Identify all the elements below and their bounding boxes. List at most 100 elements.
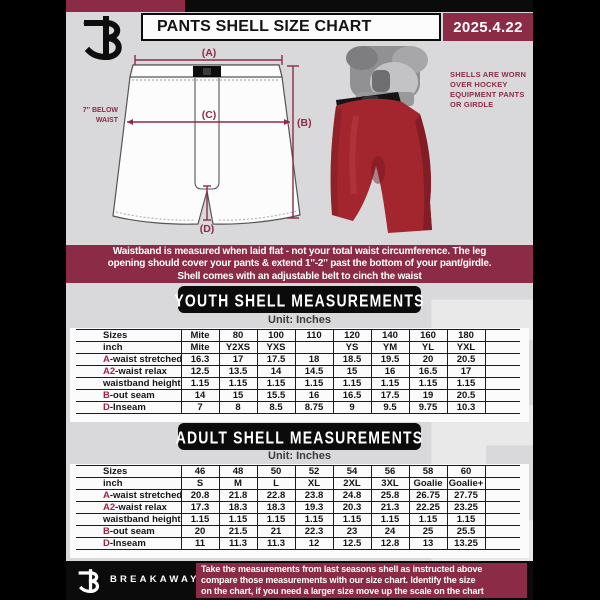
table-row: A2-waist relax 12.5 13.5 14 14.5 15 16 16.5 17 <box>76 365 520 378</box>
table-cell: 27.75 <box>446 489 486 502</box>
table-cell: 120 <box>332 329 371 342</box>
table-row: A-waist stretched 20.8 21.8 22.8 23.8 24.8 25.… <box>76 489 520 502</box>
table-cell: 20 <box>180 525 219 538</box>
table-cell: 23.8 <box>294 489 333 502</box>
table-cell: 1.15 <box>294 377 333 390</box>
table-cell: 1.15 <box>294 513 333 526</box>
table-cell: YS <box>332 341 371 354</box>
breakaway-logo-icon <box>83 16 122 60</box>
table-cell: 2XL <box>332 477 371 490</box>
table-cell: 16.5 <box>408 365 447 378</box>
table-cell: 1.15 <box>370 377 409 390</box>
table-cell: 160 <box>408 329 447 342</box>
row-label: Sizes <box>103 330 128 341</box>
size-chart-document: B PANTS SHELL SIZE CHART 2025.4.22 <box>66 0 533 600</box>
table-cell: 18.3 <box>218 501 257 514</box>
table-cell: 18.3 <box>256 501 295 514</box>
table-cell: 25.8 <box>370 489 409 502</box>
table-cell: 25.5 <box>446 525 486 538</box>
table-cell: 16.3 <box>180 353 219 366</box>
shorts-outline <box>112 64 301 225</box>
table-cell: 12 <box>294 537 333 550</box>
table-cell: XL <box>294 477 333 490</box>
table-cell: 12.8 <box>370 537 409 550</box>
table-cell: 20.5 <box>446 353 486 366</box>
table-cell: 15.5 <box>256 389 295 402</box>
date-badge: 2025.4.22 <box>443 13 533 41</box>
text-line: Shell comes with an adjustable belt to c… <box>177 270 422 282</box>
table-cell: Goalie <box>408 477 447 490</box>
table-cell: 1.15 <box>256 513 295 526</box>
row-label: inch <box>103 478 123 489</box>
row-label-prefix: A <box>103 490 110 501</box>
row-label: -Inseam <box>109 402 146 413</box>
table-cell: 1.15 <box>332 513 371 526</box>
table-cell: 54 <box>332 465 371 478</box>
table-cell: YL <box>408 341 447 354</box>
table-cell: 180 <box>446 329 486 342</box>
table-cell: Mite <box>180 341 219 354</box>
table-cell: 23.25 <box>446 501 486 514</box>
table-cell: YXS <box>256 341 295 354</box>
table-row: Sizes Mite 80 100 110 120 140 160 180 <box>76 329 520 342</box>
table-cell: 15 <box>218 389 257 402</box>
belt-buckle-detail <box>203 68 211 75</box>
text-line: compare those measurements with our size… <box>201 575 476 585</box>
table-cell: 8.75 <box>294 401 333 414</box>
table-cell: 13.25 <box>446 537 486 550</box>
hem-stitch-dotted <box>115 210 298 221</box>
table-cell: 110 <box>294 329 333 342</box>
table-cell: Goalie+ <box>446 477 486 490</box>
row-label: -out seam <box>109 390 155 401</box>
text-line: EQUIPMENT PANTS <box>450 90 525 99</box>
adult-heading-text: ADULT SHELL MEASUREMENTS <box>175 426 424 447</box>
table-cell: 60 <box>446 465 486 478</box>
text-line: Waistband is measured when laid flat - n… <box>112 246 487 257</box>
table-cell: 22.25 <box>408 501 447 514</box>
table-cell: 1.15 <box>408 377 447 390</box>
table-cell: 48 <box>218 465 257 478</box>
adult-measurements-table: Sizes 46 48 50 52 54 56 58 60 inch S M L XL 2XL 3XL Goal… <box>76 465 520 550</box>
table-cell: 140 <box>370 329 409 342</box>
table-cell: 11.3 <box>256 537 295 550</box>
table-cell: 1.15 <box>446 513 486 526</box>
table-cell: 1.15 <box>218 377 257 390</box>
table-cell: 9.75 <box>408 401 447 414</box>
table-cell: 17.5 <box>370 389 409 402</box>
table-cell: 21.3 <box>370 501 409 514</box>
row-label-prefix: D <box>103 538 110 549</box>
table-cell: 20.8 <box>180 489 219 502</box>
row-label-prefix: B <box>103 526 110 537</box>
text-line: OR GIRDLE <box>450 100 494 109</box>
table-cell: YXL <box>446 341 486 354</box>
table-row: Sizes 46 48 50 52 54 56 58 60 <box>76 465 520 478</box>
table-cell: 20.3 <box>332 501 371 514</box>
measure-label-a: (A) <box>202 47 217 59</box>
table-row: B-out seam 14 15 15.5 16 16.5 17.5 19 20.5 <box>76 389 520 402</box>
measure-lines <box>127 55 299 221</box>
table-cell: 14.5 <box>294 365 333 378</box>
shell-crotch-shadow <box>371 156 385 184</box>
row-label: -waist relax <box>115 502 167 513</box>
measure-label-d: (D) <box>200 223 215 235</box>
table-cell: 14 <box>180 389 219 402</box>
photo-caption: SHELLS ARE WORN OVER HOCKEY EQUIPMENT PANT… <box>450 70 530 110</box>
table-cell: 19.5 <box>370 353 409 366</box>
table-row: B-out seam 20 21.5 21 22.3 23 24 25 25.5 <box>76 525 520 538</box>
table-cell: 16 <box>294 389 333 402</box>
table-cell: 46 <box>180 465 219 478</box>
table-cell: 9 <box>332 401 371 414</box>
table-cell: 1.15 <box>180 513 219 526</box>
table-cell: 52 <box>294 465 333 478</box>
row-label: waistband height <box>103 514 181 525</box>
table-cell: 8 <box>218 401 257 414</box>
table-row: A2-waist relax 17.3 18.3 18.3 19.3 20.3 21.3 22… <box>76 501 520 514</box>
table-cell: 1.15 <box>408 513 447 526</box>
footer-tab-decoration <box>527 566 533 579</box>
table-cell: 1.15 <box>446 377 486 390</box>
youth-table-band: Sizes Mite 80 100 110 120 140 160 180 inch Mite Y2X… <box>70 328 529 422</box>
table-cell: 20 <box>408 353 447 366</box>
date-text: 2025.4.22 <box>453 18 523 36</box>
table-cell: 7 <box>180 401 219 414</box>
table-cell: 19.3 <box>294 501 333 514</box>
